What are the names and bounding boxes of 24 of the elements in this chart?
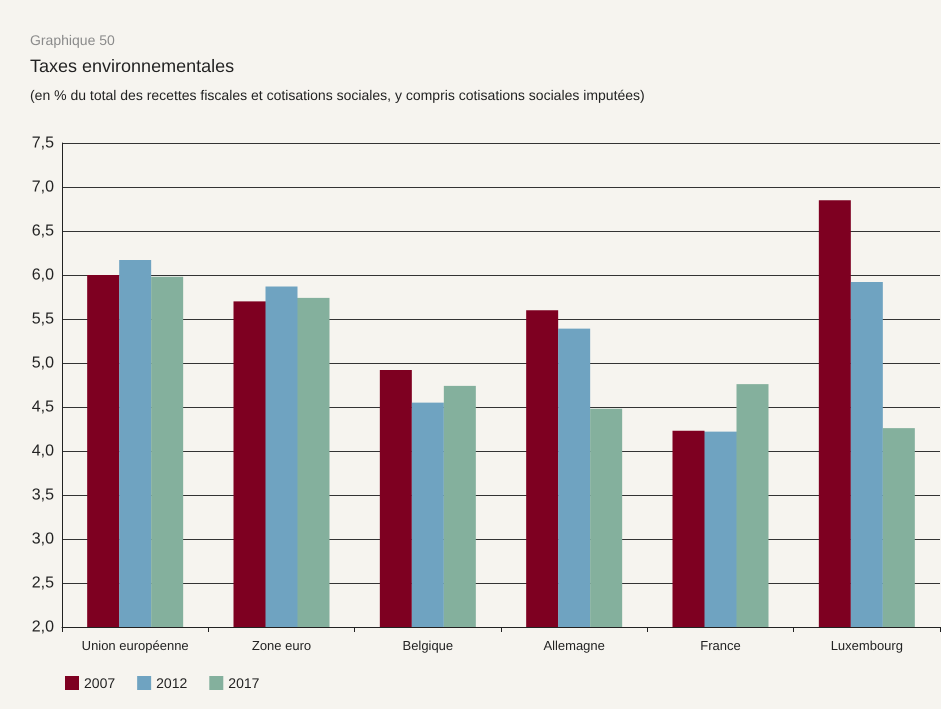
chart-title: Taxes environnementales: [30, 56, 234, 76]
x-tick-label: Zone euro: [252, 638, 312, 653]
x-tick-label: France: [700, 638, 741, 653]
text: Graphique 50: [30, 32, 116, 48]
y-tick-label: 6,0: [32, 266, 54, 284]
x-tick-label: Union européenne: [82, 638, 189, 653]
y-tick-label: 2,5: [32, 574, 54, 592]
y-tick-label: 4,5: [32, 398, 54, 416]
y-tick-label: 7,5: [32, 134, 54, 152]
x-tick-label: Belgique: [402, 638, 454, 653]
legend-label: 2012: [156, 675, 188, 691]
legend-label: 2007: [84, 675, 116, 691]
x-tick-label: Luxembourg: [830, 638, 903, 653]
y-tick-label: 5,5: [32, 310, 54, 328]
legend-label: 2017: [228, 675, 260, 691]
y-tick-label: 3,5: [32, 486, 54, 504]
y-tick-label: 4,0: [32, 442, 54, 460]
x-tick-label: Allemagne: [543, 638, 605, 653]
chart-subtitle: (en % du total des recettes fiscales et cotisations sociales, y compris cotisations sociales imputées): [30, 87, 645, 103]
y-tick-label: 5,0: [32, 354, 54, 372]
y-tick-label: 3,0: [32, 530, 54, 548]
y-tick-label: 6,5: [32, 222, 54, 240]
y-tick-label: 2,0: [32, 618, 54, 636]
y-tick-label: 7,0: [32, 178, 54, 196]
